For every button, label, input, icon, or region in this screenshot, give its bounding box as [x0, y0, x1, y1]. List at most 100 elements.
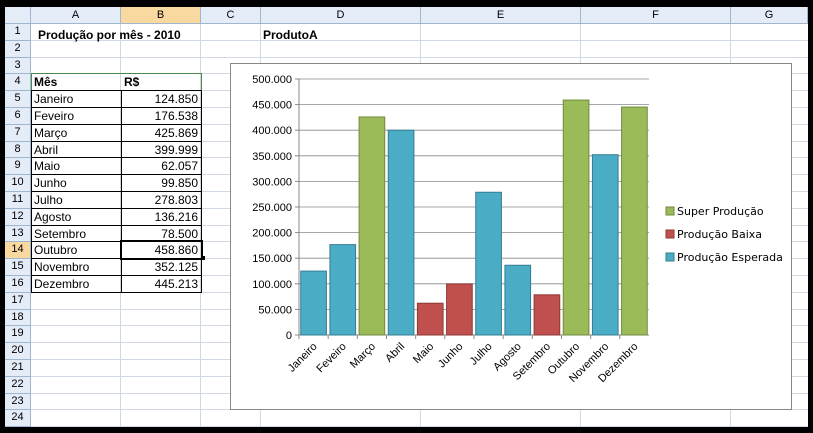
- bar-outubro: [562, 99, 590, 336]
- bar-janeiro: [300, 270, 327, 336]
- table-cell-border: [121, 258, 202, 276]
- table-cell-value[interactable]: 399.999: [154, 142, 198, 157]
- column-header-g[interactable]: G: [731, 7, 808, 24]
- column-header-f[interactable]: F: [581, 7, 731, 24]
- x-tick-label: Abril: [383, 341, 407, 365]
- bar-setembro: [533, 294, 561, 336]
- row-header[interactable]: 6: [5, 108, 31, 125]
- bar-novembro: [591, 154, 619, 336]
- table-cell-border: [121, 191, 202, 209]
- header-cell-rs[interactable]: R$: [124, 75, 140, 90]
- bar-dezembro: [621, 106, 648, 336]
- column-header-c[interactable]: C: [201, 7, 261, 24]
- table-cell-border: [31, 90, 122, 108]
- table-cell-month[interactable]: Junho: [34, 176, 67, 191]
- table-cell-border: [121, 207, 202, 226]
- row-header[interactable]: 21: [5, 360, 31, 377]
- table-cell-value[interactable]: 124.850: [154, 92, 198, 107]
- x-tick-label: Maio: [411, 341, 436, 366]
- bar-feveiro: [329, 244, 357, 336]
- table-cell-month[interactable]: Maio: [34, 159, 61, 174]
- table-cell-value[interactable]: 352.125: [154, 260, 198, 275]
- y-tick-label: 200.000: [252, 228, 292, 240]
- row-header[interactable]: 12: [5, 208, 31, 226]
- table-cell-month[interactable]: Feveiro: [34, 109, 75, 123]
- row-header[interactable]: 24: [5, 410, 31, 427]
- row-header[interactable]: 18: [5, 309, 31, 327]
- table-cell-border: [121, 157, 202, 176]
- table-header-border: [31, 73, 202, 92]
- table-cell-month[interactable]: Abril: [34, 142, 59, 157]
- table-cell-border: [121, 123, 202, 142]
- table-cell-value[interactable]: 176.538: [154, 109, 198, 123]
- sheet-title[interactable]: Produção por mês - 2010: [38, 28, 181, 42]
- table-cell-value[interactable]: 278.803: [154, 193, 198, 207]
- legend-label: Super Produção: [677, 205, 764, 218]
- legend-label: Produção Baixa: [677, 228, 762, 241]
- table-cell-month[interactable]: Agosto: [34, 209, 72, 224]
- row-header[interactable]: 4: [5, 74, 31, 92]
- table-cell-value[interactable]: 78.500: [161, 226, 198, 241]
- column-header-a[interactable]: A: [31, 7, 121, 24]
- chart-label-cell[interactable]: ProdutoA: [263, 28, 318, 42]
- x-tick-label: Feveiro: [314, 341, 348, 375]
- y-tick-label: 250.000: [252, 202, 292, 214]
- column-header-d[interactable]: D: [261, 7, 421, 24]
- table-cell-border: [121, 174, 202, 192]
- bar-chart[interactable]: 0 50.000 100.000 150.000 200.000 250.000 300.0…: [230, 63, 792, 410]
- row-header[interactable]: 20: [5, 343, 31, 360]
- table-cell-month[interactable]: Janeiro: [34, 92, 74, 107]
- row-header[interactable]: 7: [5, 124, 31, 142]
- table-cell-month[interactable]: Outubro: [34, 243, 78, 258]
- table-cell-border: [121, 90, 202, 108]
- y-tick-label: 300.000: [252, 176, 292, 188]
- y-tick-label: 450.000: [252, 100, 292, 112]
- active-cell-selection[interactable]: [120, 240, 203, 261]
- x-tick-label: Março: [348, 341, 378, 371]
- row-header[interactable]: 15: [5, 259, 31, 276]
- header-cell-mes[interactable]: Mês: [34, 75, 58, 90]
- row-header[interactable]: 22: [5, 376, 31, 394]
- column-header-e[interactable]: E: [421, 7, 581, 24]
- table-cell-value[interactable]: 136.216: [154, 209, 198, 224]
- table-cell-border: [121, 107, 202, 125]
- table-cell-value[interactable]: 445.213: [154, 277, 198, 291]
- table-cell-border: [31, 123, 122, 142]
- row-header[interactable]: 8: [5, 141, 31, 159]
- y-tick-label: 500.000: [252, 74, 292, 86]
- table-cell-month[interactable]: Setembro: [34, 226, 87, 241]
- row-header[interactable]: 9: [5, 158, 31, 176]
- table-cell-month[interactable]: Novembro: [34, 260, 90, 275]
- select-all-corner[interactable]: [5, 7, 31, 24]
- row-header[interactable]: 3: [5, 57, 31, 75]
- table-cell-border: [31, 174, 122, 192]
- fill-handle[interactable]: [201, 256, 205, 261]
- table-cell-border: [31, 191, 122, 209]
- table-cell-value[interactable]: 62.057: [161, 159, 198, 174]
- table-cell-border: [31, 275, 122, 293]
- row-header[interactable]: 13: [5, 225, 31, 243]
- row-header[interactable]: 11: [5, 192, 31, 209]
- row-header[interactable]: 2: [5, 40, 31, 58]
- row-header[interactable]: 5: [5, 91, 31, 108]
- row-header[interactable]: 14: [5, 242, 31, 260]
- table-cell-month[interactable]: Março: [34, 125, 68, 140]
- table-cell-value[interactable]: 458.860: [154, 243, 198, 258]
- row-header[interactable]: 10: [5, 175, 31, 192]
- table-cell-month[interactable]: Dezembro: [34, 277, 90, 291]
- x-tick-label: Julho: [468, 341, 495, 368]
- table-cell-border: [31, 207, 122, 226]
- table-cell-border: [31, 258, 122, 276]
- table-cell-value[interactable]: 99.850: [161, 176, 198, 191]
- bar-agosto: [504, 264, 532, 336]
- row-header[interactable]: 23: [5, 393, 31, 411]
- table-cell-value[interactable]: 425.869: [154, 125, 198, 140]
- row-header[interactable]: 1: [5, 24, 31, 41]
- row-header[interactable]: 19: [5, 326, 31, 344]
- column-header-b[interactable]: B: [121, 7, 201, 24]
- bar-maio: [416, 302, 444, 336]
- row-header[interactable]: 17: [5, 292, 31, 310]
- row-header[interactable]: 16: [5, 276, 31, 293]
- table-cell-month[interactable]: Julho: [34, 193, 63, 207]
